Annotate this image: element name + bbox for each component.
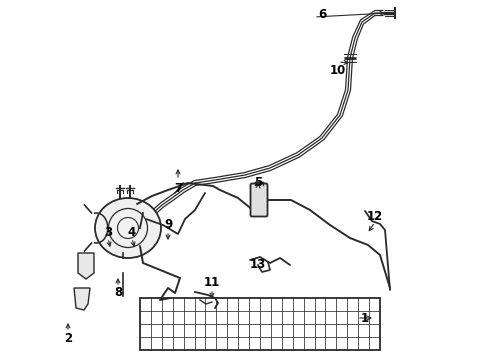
Polygon shape <box>375 10 383 15</box>
Text: 2: 2 <box>64 332 72 345</box>
Text: 13: 13 <box>250 258 266 271</box>
Text: 8: 8 <box>114 287 122 300</box>
Text: 9: 9 <box>164 219 172 231</box>
Polygon shape <box>338 89 350 116</box>
Text: 10: 10 <box>330 63 346 77</box>
Polygon shape <box>361 11 376 24</box>
FancyBboxPatch shape <box>250 184 268 216</box>
Polygon shape <box>195 177 216 185</box>
Polygon shape <box>78 253 94 279</box>
Text: 1: 1 <box>361 311 369 324</box>
Polygon shape <box>182 181 196 192</box>
Text: 11: 11 <box>204 276 220 289</box>
Polygon shape <box>151 203 164 215</box>
Polygon shape <box>269 153 299 170</box>
Polygon shape <box>161 196 173 207</box>
Text: 6: 6 <box>318 8 326 21</box>
Ellipse shape <box>95 198 161 258</box>
Circle shape <box>118 217 139 238</box>
Polygon shape <box>138 219 147 229</box>
Polygon shape <box>296 136 323 157</box>
Polygon shape <box>320 113 342 140</box>
Text: 5: 5 <box>254 175 262 189</box>
Polygon shape <box>144 211 155 222</box>
Text: 7: 7 <box>174 181 182 194</box>
Text: 3: 3 <box>104 225 112 238</box>
Text: 12: 12 <box>367 210 383 222</box>
Polygon shape <box>171 188 184 200</box>
Polygon shape <box>345 58 352 90</box>
Polygon shape <box>347 37 357 59</box>
Polygon shape <box>215 172 245 183</box>
Polygon shape <box>245 166 270 177</box>
Text: 4: 4 <box>128 225 136 238</box>
Polygon shape <box>74 288 90 310</box>
Bar <box>140 298 380 350</box>
Polygon shape <box>353 21 364 39</box>
